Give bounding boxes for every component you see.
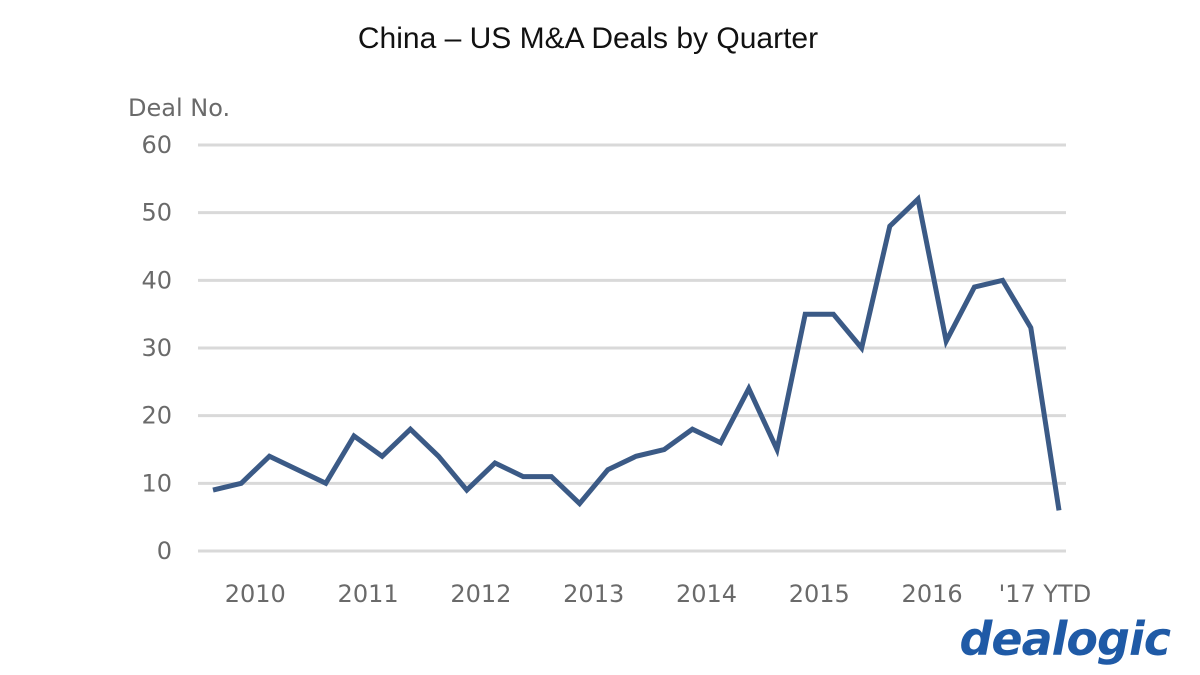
x-tick-label: 2015 — [789, 580, 850, 608]
series-layer — [212, 194, 1062, 511]
y-tick-label: 20 — [141, 402, 172, 430]
x-tick-label: 2011 — [338, 580, 399, 608]
x-axis-ticks: 2010 2011 2012 2013 2014 2015 2016 '17 YTD — [225, 580, 1091, 608]
y-tick-label: 30 — [141, 334, 172, 362]
series-line-0 — [212, 194, 1062, 511]
y-tick-label: 50 — [141, 199, 172, 227]
y-tick-label: 0 — [157, 537, 172, 565]
dealogic-logo: dealogic — [959, 612, 1171, 666]
y-axis-label: Deal No. — [128, 94, 230, 122]
x-tick-label: 2016 — [902, 580, 963, 608]
x-tick-label: '17 YTD — [999, 580, 1092, 608]
y-tick-label: 10 — [141, 469, 172, 497]
chart-title: China – US M&A Deals by Quarter — [357, 22, 819, 55]
y-axis-ticks: 0 10 20 30 40 50 60 — [141, 131, 172, 565]
y-tick-label: 40 — [141, 266, 172, 294]
x-tick-label: 2013 — [563, 580, 624, 608]
x-tick-label: 2010 — [225, 580, 286, 608]
gridlines — [198, 143, 1066, 553]
y-tick-label: 60 — [141, 131, 172, 159]
x-tick-label: 2014 — [676, 580, 737, 608]
x-tick-label: 2012 — [450, 580, 511, 608]
